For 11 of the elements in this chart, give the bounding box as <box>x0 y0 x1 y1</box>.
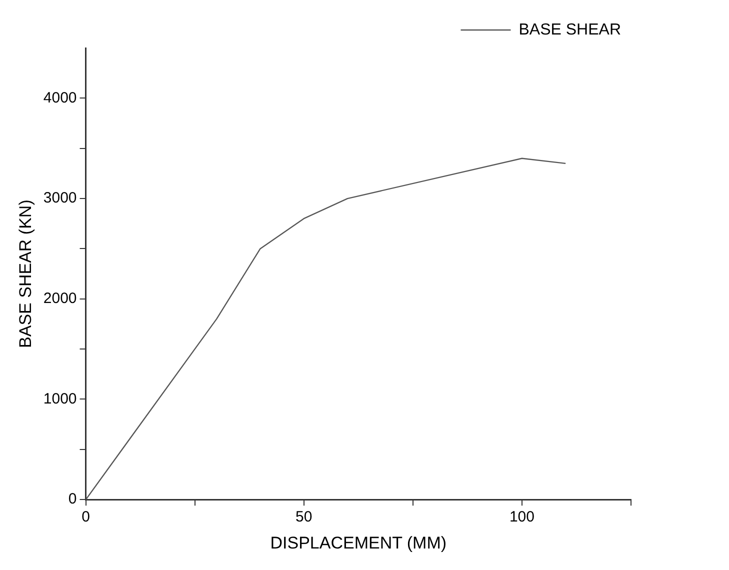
y-tick-label: 0 <box>68 490 77 508</box>
y-tick-label: 4000 <box>43 89 77 106</box>
x-tick-label: 100 <box>509 508 534 526</box>
y-tick-label: 3000 <box>43 190 77 207</box>
legend-label: BASE SHEAR <box>518 21 622 38</box>
x-tick-label: 0 <box>82 508 90 526</box>
x-tick-label: 50 <box>296 508 312 526</box>
y-tick-label: 1000 <box>43 390 77 408</box>
y-tick-label: 2000 <box>43 290 77 308</box>
x-axis-title: DISPLACEMENT (MM) <box>270 533 447 552</box>
y-axis-title: BASE SHEAR (KN) <box>16 200 35 348</box>
